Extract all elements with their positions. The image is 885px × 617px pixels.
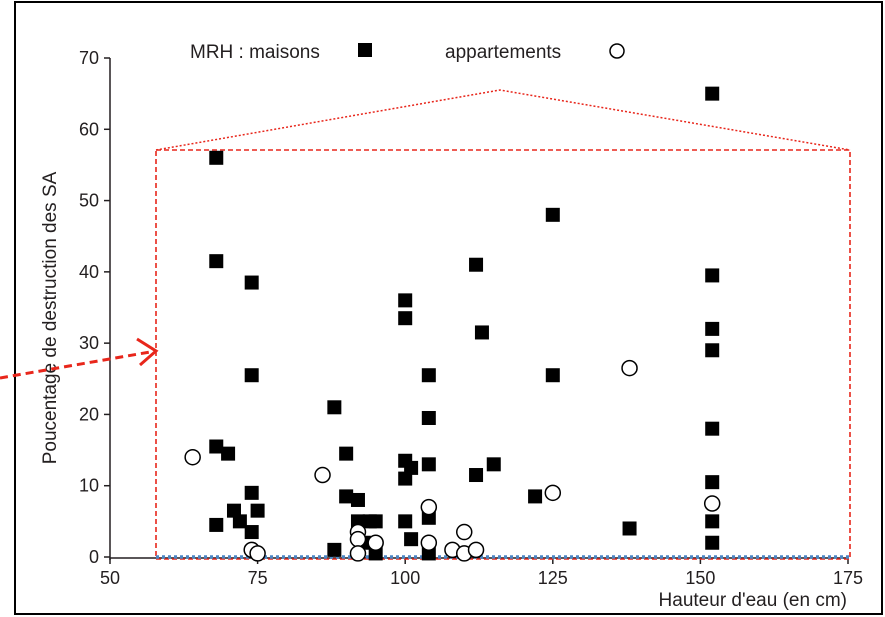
- point-maison: [209, 150, 224, 165]
- legend-label-appartements: appartements: [445, 42, 561, 63]
- point-maison: [398, 514, 413, 529]
- point-appartement: [455, 523, 473, 541]
- point-maison: [705, 475, 720, 490]
- figure-border: [14, 1, 883, 615]
- y-tick-label: 70: [79, 48, 99, 68]
- y-tick-label: 60: [79, 119, 99, 139]
- y-axis-ticks: 0 10 20 30 40 50 60 70: [79, 48, 110, 567]
- highlight-box: [155, 149, 851, 560]
- point-maison: [244, 275, 259, 290]
- point-appartement: [544, 484, 562, 502]
- point-appartement: [467, 541, 485, 559]
- point-maison: [404, 532, 419, 547]
- x-axis-title: Hauteur d'eau (en cm): [659, 590, 847, 611]
- y-tick-label: 0: [89, 547, 99, 567]
- point-appartement: [314, 466, 331, 484]
- point-maison: [368, 514, 383, 529]
- point-maison: [327, 400, 342, 415]
- legend-label-maisons: MRH : maisons: [190, 42, 320, 63]
- point-maison: [469, 468, 484, 483]
- point-appartement: [420, 534, 438, 551]
- point-maison: [705, 268, 720, 283]
- point-maison: [421, 368, 436, 383]
- point-appartement: [367, 534, 384, 551]
- y-axis-title: Poucentage de destruction des SA: [40, 171, 61, 464]
- point-maison: [398, 471, 413, 486]
- x-axis-ticks: 50 75 100 125 150 175: [100, 558, 863, 588]
- point-maison: [469, 257, 484, 272]
- x-tick-label: 75: [248, 568, 268, 588]
- point-appartement: [349, 530, 367, 548]
- point-maison: [622, 521, 637, 536]
- x-tick-label: 50: [100, 568, 120, 588]
- point-maison: [226, 503, 241, 518]
- point-maison: [705, 343, 720, 358]
- pointer-arrow-head: [136, 337, 159, 367]
- point-maison: [244, 485, 259, 500]
- legend: MRH : maisons appartements: [190, 42, 625, 63]
- point-maison: [528, 489, 543, 504]
- point-maison: [250, 503, 265, 518]
- point-maison: [327, 542, 342, 557]
- y-tick-label: 50: [79, 191, 99, 211]
- point-maison: [339, 446, 354, 461]
- point-appartement: [621, 359, 638, 377]
- point-maison: [350, 492, 365, 507]
- x-tick-label: 150: [685, 568, 715, 588]
- legend-marker-maisons: [358, 43, 372, 57]
- point-maison: [705, 321, 720, 336]
- point-maison: [244, 368, 259, 383]
- point-appartement: [249, 545, 266, 562]
- y-tick-label: 20: [79, 404, 99, 424]
- point-maison: [705, 421, 720, 436]
- y-tick-label: 10: [79, 476, 99, 496]
- x-tick-label: 100: [390, 568, 420, 588]
- point-maison: [545, 207, 560, 222]
- highlight-roof: [155, 89, 851, 151]
- point-maison: [421, 457, 436, 472]
- point-maison: [209, 439, 224, 454]
- point-maison: [244, 525, 259, 540]
- point-appartement: [703, 495, 721, 512]
- point-maison: [209, 254, 224, 269]
- point-appartement: [420, 498, 438, 516]
- point-maison: [398, 293, 413, 308]
- point-maison: [398, 311, 413, 326]
- point-maison: [221, 446, 236, 461]
- point-maison: [339, 489, 354, 504]
- legend-marker-appartements: [609, 43, 625, 59]
- points-layer: [184, 86, 721, 562]
- y-tick-label: 30: [79, 333, 99, 353]
- point-appartement: [184, 448, 201, 466]
- x-tick-label: 125: [538, 568, 568, 588]
- point-maison: [705, 535, 720, 550]
- point-maison: [486, 457, 501, 472]
- point-maison: [404, 460, 419, 475]
- point-appartement: [349, 545, 367, 562]
- point-maison: [421, 410, 436, 425]
- point-maison: [545, 368, 560, 383]
- point-maison: [232, 514, 247, 529]
- point-maison: [209, 517, 224, 532]
- x-tick-label: 175: [833, 568, 863, 588]
- y-tick-label: 40: [79, 262, 99, 282]
- zoom-annotation: [0, 89, 851, 560]
- point-maison: [705, 514, 720, 529]
- point-maison: [705, 86, 720, 101]
- point-maison: [474, 325, 489, 340]
